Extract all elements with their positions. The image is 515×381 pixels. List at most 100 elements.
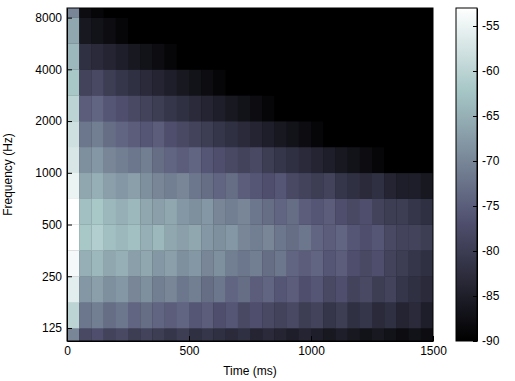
heatmap-cell xyxy=(189,250,202,276)
heatmap-cell xyxy=(67,173,80,199)
colorbar-tick: -75 xyxy=(473,199,500,213)
heatmap-cell xyxy=(152,199,165,225)
heatmap-cell xyxy=(177,199,190,225)
heatmap-cell xyxy=(165,147,178,173)
heatmap-cell xyxy=(287,18,300,44)
heatmap-cell xyxy=(104,147,117,173)
heatmap-cell xyxy=(226,95,239,121)
heatmap-cell xyxy=(201,43,214,69)
heatmap-cell xyxy=(384,276,397,302)
heatmap-cell xyxy=(299,95,312,121)
heatmap-cell xyxy=(79,69,92,95)
heatmap-cell xyxy=(226,302,239,328)
heatmap-cell xyxy=(177,147,190,173)
heatmap-cell xyxy=(299,173,312,199)
heatmap-cell xyxy=(335,8,348,18)
heatmap-cell xyxy=(165,18,178,44)
colorbar-tick: -85 xyxy=(473,289,500,303)
heatmap-cell xyxy=(372,95,385,121)
heatmap-cell xyxy=(238,147,251,173)
heatmap-cell xyxy=(250,302,263,328)
chart: 0500100015001252505001000200040008000Tim… xyxy=(0,0,515,381)
heatmap-cell xyxy=(213,8,226,18)
heatmap-cell xyxy=(409,225,422,251)
colorbar-axis-line xyxy=(477,9,478,342)
heatmap-cell xyxy=(274,43,287,69)
heatmap-cell xyxy=(140,69,153,95)
heatmap-cell xyxy=(409,199,422,225)
heatmap-cell xyxy=(335,199,348,225)
heatmap-cell xyxy=(140,250,153,276)
heatmap-cell xyxy=(152,43,165,69)
heatmap-cell xyxy=(274,199,287,225)
heatmap-cell xyxy=(262,95,275,121)
heatmap-cell xyxy=(104,173,117,199)
heatmap-cell xyxy=(128,250,141,276)
heatmap-cell xyxy=(67,18,80,44)
yticks-tick-mark xyxy=(67,18,72,19)
heatmap-cell xyxy=(213,147,226,173)
heatmap-cell xyxy=(104,18,117,44)
heatmap-cell xyxy=(348,225,361,251)
heatmap-cell xyxy=(409,95,422,121)
heatmap-cell xyxy=(250,69,263,95)
heatmap-cell xyxy=(79,8,92,18)
heatmap-cell xyxy=(238,43,251,69)
heatmap-cell xyxy=(116,8,129,18)
heatmap-cell xyxy=(409,250,422,276)
heatmap-cell xyxy=(152,147,165,173)
heatmap-cell xyxy=(189,225,202,251)
heatmap-cell xyxy=(311,43,324,69)
yticks-tick-mark xyxy=(67,276,72,277)
heatmap-cell xyxy=(177,121,190,147)
heatmap-cell xyxy=(177,328,190,341)
heatmap-cell xyxy=(177,69,190,95)
heatmap-cell xyxy=(165,302,178,328)
heatmap-cell xyxy=(213,173,226,199)
heatmap-cell xyxy=(152,328,165,341)
heatmap-cell xyxy=(372,199,385,225)
heatmap-cell xyxy=(250,328,263,341)
heatmap-cell xyxy=(360,276,373,302)
heatmap-cell xyxy=(250,147,263,173)
heatmap-cell xyxy=(128,225,141,251)
heatmap-cell xyxy=(287,276,300,302)
heatmap-cell xyxy=(189,8,202,18)
heatmap-cell xyxy=(213,18,226,44)
heatmap-cell xyxy=(152,121,165,147)
heatmap-cell xyxy=(250,199,263,225)
heatmap-cell xyxy=(421,199,433,225)
heatmap-cell xyxy=(250,8,263,18)
yticks-tick-mark xyxy=(67,328,72,329)
heatmap-cell xyxy=(348,173,361,199)
heatmap-cell xyxy=(311,328,324,341)
heatmap-cell xyxy=(274,276,287,302)
yticks-tick-label: 8000 xyxy=(35,11,62,25)
heatmap-cell xyxy=(152,18,165,44)
heatmap-cell xyxy=(262,43,275,69)
heatmap-cell xyxy=(177,225,190,251)
heatmap-cell xyxy=(372,18,385,44)
heatmap-cell xyxy=(274,121,287,147)
colorbar-tick: -80 xyxy=(473,244,500,258)
heatmap-cell xyxy=(140,199,153,225)
heatmap-cell xyxy=(335,95,348,121)
heatmap-cell xyxy=(311,8,324,18)
heatmap-cell xyxy=(104,43,117,69)
heatmap-cell xyxy=(201,147,214,173)
heatmap-cell xyxy=(372,225,385,251)
xticks-tick-label: 1500 xyxy=(420,344,447,358)
heatmap-cell xyxy=(116,95,129,121)
heatmap-cell xyxy=(250,276,263,302)
heatmap-cell xyxy=(396,8,409,18)
heatmap-cell xyxy=(201,69,214,95)
heatmap-cell xyxy=(213,199,226,225)
heatmap-cell xyxy=(177,276,190,302)
heatmap-cell xyxy=(421,225,433,251)
heatmap-cell xyxy=(299,250,312,276)
heatmap-cell xyxy=(384,173,397,199)
heatmap-cell xyxy=(335,276,348,302)
heatmap-cell xyxy=(91,250,104,276)
heatmap-cell xyxy=(238,199,251,225)
heatmap-cell xyxy=(348,69,361,95)
